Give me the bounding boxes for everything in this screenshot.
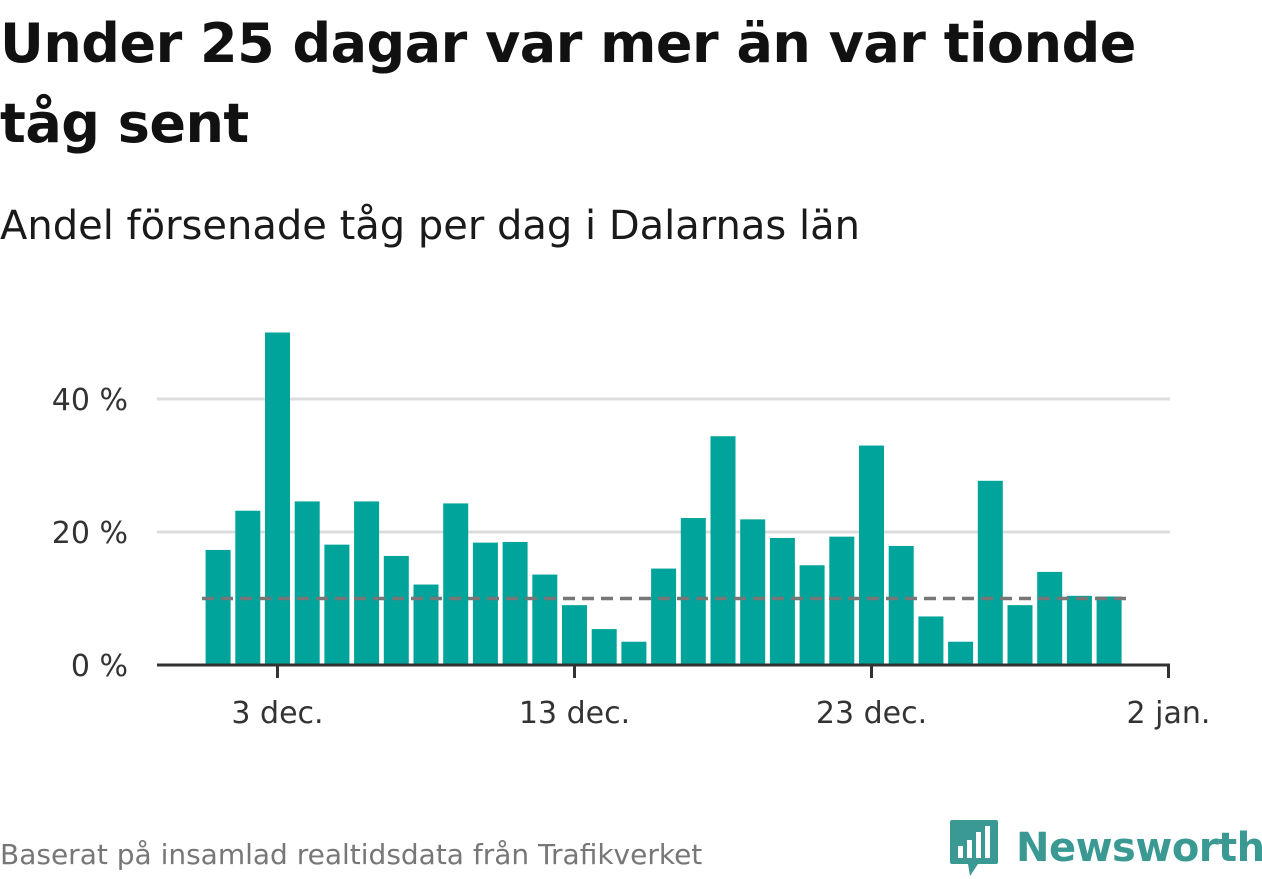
bar <box>235 510 261 665</box>
bar <box>413 584 439 665</box>
bar <box>443 503 469 665</box>
bar <box>502 541 528 665</box>
bar <box>205 549 231 665</box>
bar <box>799 565 825 665</box>
source-note: Baserat på insamlad realtidsdata från Tr… <box>0 838 703 871</box>
bar <box>859 445 884 665</box>
bar <box>651 568 677 665</box>
bar <box>769 537 795 665</box>
newsworthy-logo-icon <box>950 820 998 876</box>
bar <box>740 519 766 665</box>
x-tick-label: 23 dec. <box>816 696 927 731</box>
bar <box>472 542 498 665</box>
bar <box>948 641 974 665</box>
x-tick-label: 3 dec. <box>231 696 323 731</box>
chart-title: Under 25 dagar var mer än var tionde tåg… <box>0 12 1136 155</box>
bars <box>205 332 1122 665</box>
bar <box>1007 605 1033 665</box>
bar-chart: 0 % 20 % 40 % 3 dec. 13 dec. 23 dec. 2 jan. <box>52 332 1210 731</box>
y-tick-label: 20 % <box>52 516 128 551</box>
bar <box>1096 596 1122 665</box>
bar <box>265 332 290 665</box>
bar <box>977 480 1003 665</box>
bar <box>591 629 617 665</box>
bar <box>829 536 855 665</box>
bar <box>532 574 558 665</box>
y-tick-label: 0 % <box>71 649 128 684</box>
x-tick-label: 2 jan. <box>1127 696 1211 731</box>
y-axis-ticks: 0 % 20 % 40 % <box>52 383 128 684</box>
bar <box>918 616 944 665</box>
brand-name: Newsworthy <box>1016 825 1262 871</box>
bar <box>621 641 647 665</box>
bar <box>294 501 320 665</box>
brand-logo: Newsworthy <box>948 818 1262 878</box>
bar <box>888 545 914 665</box>
chart-subtitle: Andel försenade tåg per dag i Dalarnas l… <box>0 203 860 249</box>
bar <box>710 436 736 665</box>
x-axis-ticks: 3 dec. 13 dec. 23 dec. 2 jan. <box>231 665 1210 731</box>
y-tick-label: 40 % <box>52 383 128 418</box>
x-tick-label: 13 dec. <box>519 696 630 731</box>
bar <box>562 605 587 665</box>
bar <box>680 518 706 665</box>
bar <box>1037 571 1063 665</box>
bar <box>383 555 409 665</box>
bar <box>354 501 380 665</box>
bar <box>1066 595 1092 665</box>
bar <box>324 544 350 665</box>
